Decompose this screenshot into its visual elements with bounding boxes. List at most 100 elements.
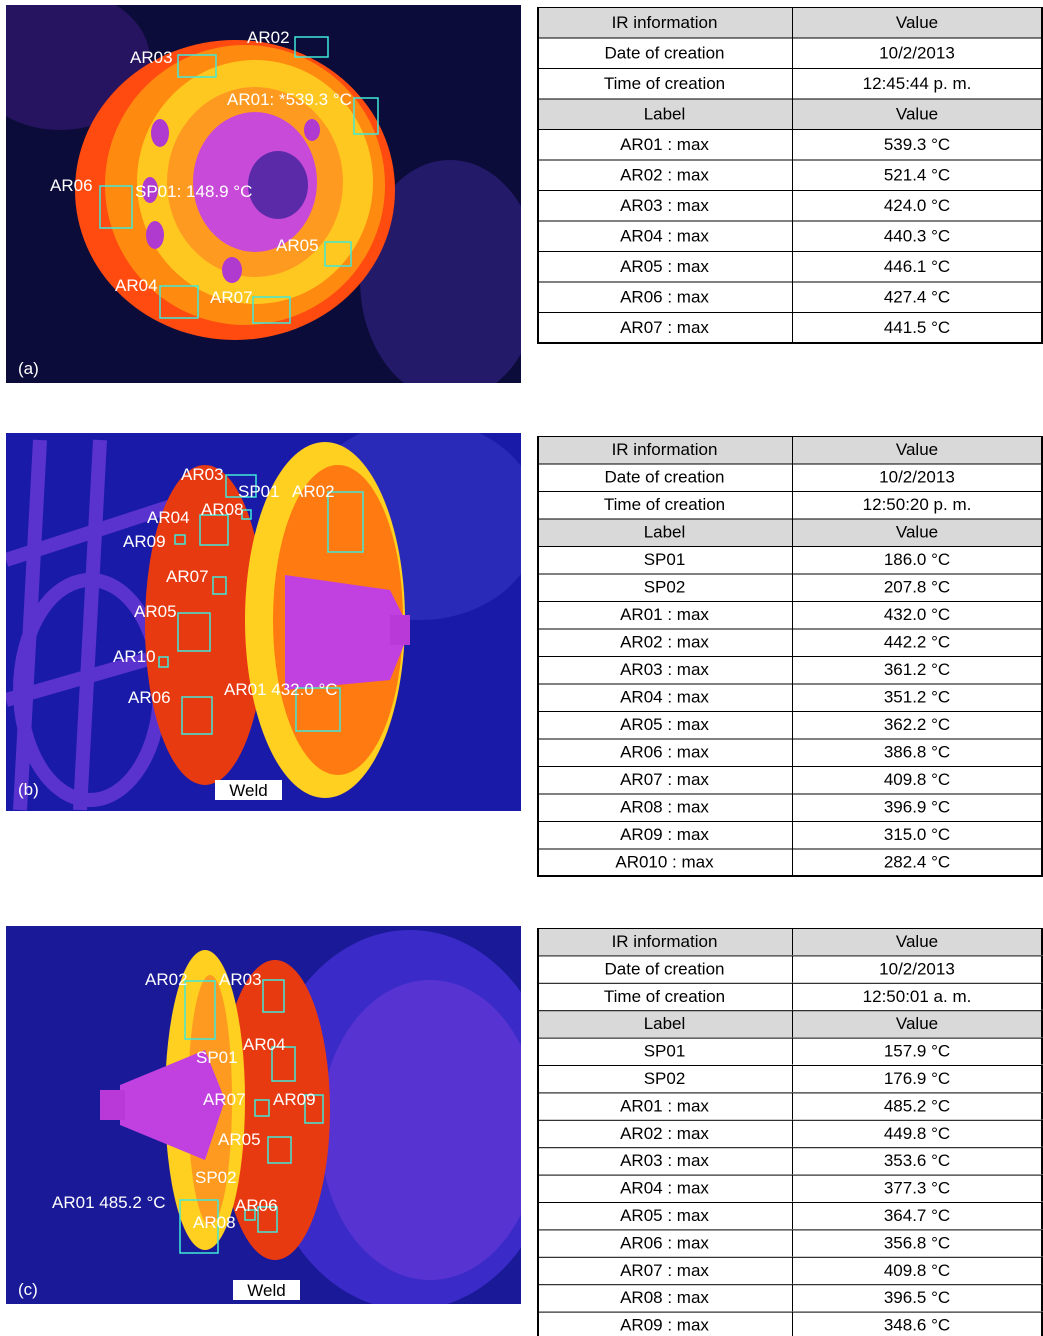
table-cell: AR07 : max: [537, 312, 793, 343]
table-cell: 396.9 °C: [793, 794, 1043, 822]
table-cell: Time of creation: [537, 68, 793, 99]
table-cell: 176.9 °C: [793, 1065, 1043, 1092]
table-cell: 10/2/2013: [793, 38, 1043, 69]
table-cell: 364.7 °C: [793, 1202, 1043, 1229]
table-cell: Value: [793, 1010, 1043, 1037]
table-cell: Label: [537, 519, 793, 547]
annotation: AR07: [210, 288, 253, 307]
table-cell: 539.3 °C: [793, 129, 1043, 160]
annotation: AR04: [243, 1035, 286, 1054]
table-cell: 157.9 °C: [793, 1038, 1043, 1065]
table-cell: AR06 : max: [537, 1229, 793, 1256]
annotation: AR05: [276, 236, 319, 255]
annotation: AR06: [128, 688, 171, 707]
annotation: AR05: [218, 1130, 261, 1149]
table-cell: AR08 : max: [537, 1284, 793, 1311]
page: AR02AR03AR01: *539.3 °CAR06SP01: 148.9 °…: [0, 0, 1043, 1336]
table-cell: 207.8 °C: [793, 574, 1043, 602]
table-cell: AR01 : max: [537, 129, 793, 160]
table-cell: 186.0 °C: [793, 546, 1043, 574]
table-cell: Date of creation: [537, 464, 793, 492]
annotation: AR06: [235, 1196, 278, 1215]
table-cell: 12:45:44 p. m.: [793, 68, 1043, 99]
table-cell: AR02 : max: [537, 160, 793, 191]
weld-label: Weld: [247, 1281, 285, 1300]
annotation: AR08: [201, 500, 244, 519]
table-cell: 449.8 °C: [793, 1120, 1043, 1147]
table-cell: AR06 : max: [537, 739, 793, 767]
table-cell: 409.8 °C: [793, 1257, 1043, 1284]
table-cell: AR08 : max: [537, 794, 793, 822]
annotation: AR01: *539.3 °C: [227, 90, 352, 109]
table-cell: Label: [537, 1010, 793, 1037]
table-cell: AR09 : max: [537, 821, 793, 849]
table-cell: AR03 : max: [537, 1147, 793, 1174]
table-cell: AR02 : max: [537, 629, 793, 657]
table-cell: Value: [793, 7, 1043, 38]
table-cell: AR04 : max: [537, 221, 793, 252]
annotation: AR02: [145, 970, 188, 989]
annotation: AR05: [134, 602, 177, 621]
annotation: AR09: [123, 532, 166, 551]
table-cell: 446.1 °C: [793, 251, 1043, 282]
annotation: AR03: [130, 48, 173, 67]
table-cell: IR information: [537, 436, 793, 464]
table-cell: Time of creation: [537, 983, 793, 1010]
table-cell: AR03 : max: [537, 190, 793, 221]
table-cell: AR04 : max: [537, 1175, 793, 1202]
annotation: AR02: [292, 482, 335, 501]
table-cell: 282.4 °C: [793, 849, 1043, 877]
table-cell: AR01 : max: [537, 1092, 793, 1119]
annotation: AR03: [219, 970, 262, 989]
table-cell: SP02: [537, 1065, 793, 1092]
table-cell: 12:50:20 p. m.: [793, 491, 1043, 519]
table-cell: 440.3 °C: [793, 221, 1043, 252]
table-cell: Value: [793, 519, 1043, 547]
table-cell: 10/2/2013: [793, 955, 1043, 982]
table-cell: 442.2 °C: [793, 629, 1043, 657]
annotation: AR07: [166, 567, 209, 586]
panel-label: (c): [18, 1280, 38, 1299]
table-cell: Date of creation: [537, 38, 793, 69]
annotation: SP01: [196, 1048, 238, 1067]
table-cell: 348.6 °C: [793, 1312, 1043, 1336]
panel-label: (b): [18, 780, 39, 799]
ir-image: AR03SP01AR02AR04AR08AR09AR07AR05AR10AR06…: [6, 433, 521, 811]
table-cell: 427.4 °C: [793, 282, 1043, 313]
table-cell: SP02: [537, 574, 793, 602]
annotation: AR07: [203, 1090, 246, 1109]
table-cell: AR010 : max: [537, 849, 793, 877]
annotation: AR04: [115, 276, 158, 295]
annotation: AR01 485.2 °C: [52, 1193, 166, 1212]
table-cell: 424.0 °C: [793, 190, 1043, 221]
annotation: SP02: [195, 1168, 237, 1187]
table-cell: AR07 : max: [537, 1257, 793, 1284]
table-cell: IR information: [537, 928, 793, 955]
table-cell: Value: [793, 436, 1043, 464]
annotation: AR03: [181, 465, 224, 484]
table-cell: 485.2 °C: [793, 1092, 1043, 1119]
table-cell: AR02 : max: [537, 1120, 793, 1147]
table-cell: 356.8 °C: [793, 1229, 1043, 1256]
annotation: AR10: [113, 647, 156, 666]
ir-table: IR informationValueDate of creation10/2/…: [537, 928, 1043, 1336]
table-cell: 361.2 °C: [793, 656, 1043, 684]
annotation: AR09: [273, 1090, 316, 1109]
table-cell: SP01: [537, 546, 793, 574]
table-cell: 362.2 °C: [793, 711, 1043, 739]
table-cell: AR05 : max: [537, 1202, 793, 1229]
annotation: AR08: [193, 1213, 236, 1232]
annotation: AR01 432.0 °C: [224, 680, 338, 699]
table-cell: 409.8 °C: [793, 766, 1043, 794]
table-cell: Date of creation: [537, 955, 793, 982]
table-cell: Time of creation: [537, 491, 793, 519]
table-cell: 521.4 °C: [793, 160, 1043, 191]
table-cell: Value: [793, 928, 1043, 955]
ir-image: AR02 AR03 SP01 AR04 AR07 AR09 AR05 SP02 AR01 485…: [6, 926, 521, 1304]
table-cell: Label: [537, 99, 793, 130]
table-cell: 353.6 °C: [793, 1147, 1043, 1174]
table-cell: AR09 : max: [537, 1312, 793, 1336]
table-cell: 377.3 °C: [793, 1175, 1043, 1202]
table-cell: 386.8 °C: [793, 739, 1043, 767]
